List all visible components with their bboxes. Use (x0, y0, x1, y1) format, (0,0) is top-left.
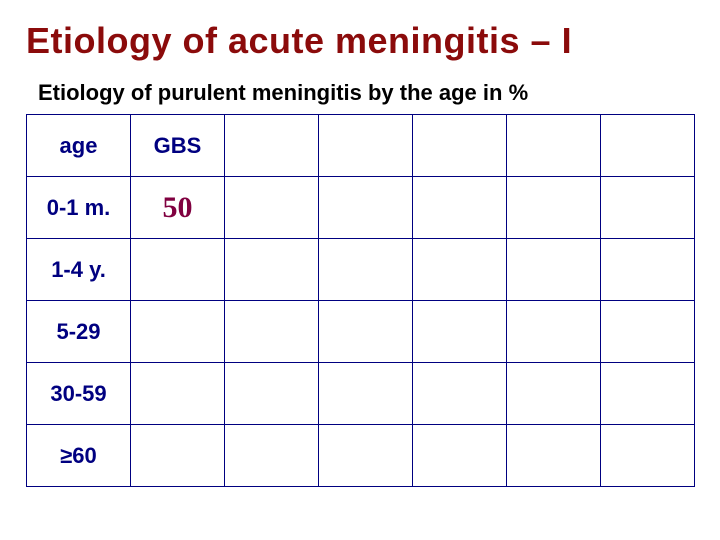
cell (319, 239, 413, 301)
table-row: 1-4 y. (27, 239, 695, 301)
cell (601, 363, 695, 425)
col-header-3 (319, 115, 413, 177)
cell (507, 363, 601, 425)
cell (413, 425, 507, 487)
cell (225, 239, 319, 301)
cell (319, 301, 413, 363)
col-header-6 (601, 115, 695, 177)
col-header-2 (225, 115, 319, 177)
cell (507, 301, 601, 363)
cell (507, 425, 601, 487)
table-row: 30-59 (27, 363, 695, 425)
cell (319, 425, 413, 487)
table-row: 0-1 m. 50 (27, 177, 695, 239)
cell (131, 425, 225, 487)
cell (225, 425, 319, 487)
row-label: 30-59 (27, 363, 131, 425)
col-header-5 (507, 115, 601, 177)
cell (601, 239, 695, 301)
cell (601, 177, 695, 239)
cell (319, 363, 413, 425)
cell (601, 301, 695, 363)
col-header-gbs: GBS (131, 115, 225, 177)
row-label: 5-29 (27, 301, 131, 363)
cell (507, 239, 601, 301)
cell (413, 239, 507, 301)
table-row: ≥60 (27, 425, 695, 487)
row-label: ≥60 (27, 425, 131, 487)
cell (601, 425, 695, 487)
row-label: 0-1 m. (27, 177, 131, 239)
cell (131, 363, 225, 425)
cell (131, 239, 225, 301)
cell (225, 301, 319, 363)
table-header-row: age GBS (27, 115, 695, 177)
cell (131, 301, 225, 363)
cell (225, 363, 319, 425)
slide: Etiology of acute meningitis – I Etiolog… (0, 0, 720, 540)
cell (507, 177, 601, 239)
cell (413, 363, 507, 425)
cell (413, 301, 507, 363)
subtitle: Etiology of purulent meningitis by the a… (38, 80, 694, 106)
cell: 50 (131, 177, 225, 239)
page-title: Etiology of acute meningitis – I (26, 20, 694, 62)
cell (319, 177, 413, 239)
col-header-4 (413, 115, 507, 177)
table-row: 5-29 (27, 301, 695, 363)
cell (225, 177, 319, 239)
col-header-age: age (27, 115, 131, 177)
row-label: 1-4 y. (27, 239, 131, 301)
cell (413, 177, 507, 239)
etiology-table: age GBS 0-1 m. 50 1-4 y. 5-2 (26, 114, 695, 487)
